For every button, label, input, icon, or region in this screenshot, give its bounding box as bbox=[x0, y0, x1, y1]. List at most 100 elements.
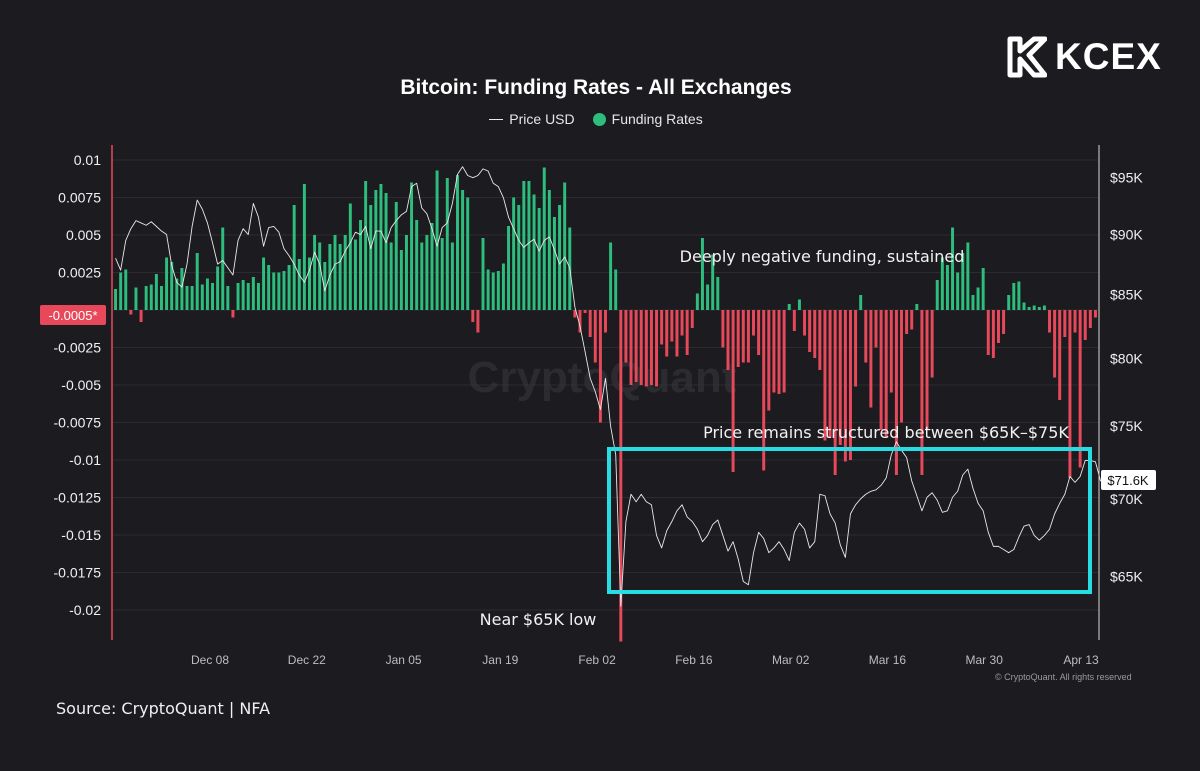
funding-rate-bar bbox=[119, 272, 123, 310]
funding-rate-bar bbox=[854, 310, 858, 387]
current-funding-badge: -0.0005* bbox=[40, 305, 106, 325]
funding-rate-bar bbox=[716, 277, 720, 310]
funding-rate-bars bbox=[114, 167, 1097, 642]
funding-rate-bar bbox=[731, 310, 735, 472]
funding-rate-bar bbox=[910, 310, 914, 330]
funding-rate-bar bbox=[752, 310, 755, 336]
funding-rate-bar bbox=[813, 310, 817, 358]
funding-rate-bar bbox=[583, 310, 587, 313]
x-tick-label: Mar 16 bbox=[869, 653, 907, 667]
funding-rate-bar bbox=[445, 178, 449, 310]
funding-rate-bar bbox=[333, 235, 337, 310]
funding-rate-bar bbox=[496, 271, 500, 310]
funding-rate-bar bbox=[736, 310, 740, 367]
legend-label-price: Price USD bbox=[509, 111, 575, 127]
funding-rate-bar bbox=[828, 310, 832, 438]
funding-rate-bar bbox=[384, 193, 388, 310]
funding-rate-bar bbox=[864, 310, 868, 363]
funding-rate-bar bbox=[404, 235, 408, 310]
funding-rate-bar bbox=[527, 181, 531, 310]
kcex-logo: KCEX bbox=[1007, 36, 1162, 78]
funding-rate-bar bbox=[803, 310, 807, 336]
funding-rate-bar bbox=[1022, 302, 1026, 310]
funding-rate-bar bbox=[517, 205, 521, 310]
funding-rate-bar bbox=[1042, 305, 1046, 310]
left-tick-label: -0.01 bbox=[69, 452, 101, 468]
legend-item-price: Price USD bbox=[489, 111, 575, 127]
x-tick-label: Dec 22 bbox=[288, 653, 326, 667]
right-tick-label: $95K bbox=[1110, 170, 1143, 186]
chart-title: Bitcoin: Funding Rates - All Exchanges bbox=[400, 76, 792, 99]
funding-rate-bar bbox=[1027, 307, 1031, 310]
funding-rate-bar bbox=[180, 268, 184, 310]
funding-rate-bar bbox=[129, 310, 133, 315]
funding-rate-bar bbox=[665, 310, 669, 357]
funding-rate-bar bbox=[644, 310, 648, 387]
funding-rate-bar bbox=[767, 310, 771, 411]
funding-rate-bar bbox=[221, 227, 225, 310]
x-tick-label: Feb 16 bbox=[675, 653, 713, 667]
funding-rate-bar bbox=[833, 310, 837, 475]
funding-rate-bar bbox=[256, 283, 260, 310]
funding-rate-bar bbox=[205, 278, 209, 310]
legend-dot-icon bbox=[592, 112, 606, 126]
funding-rate-bar bbox=[843, 310, 847, 462]
funding-rate-bar bbox=[318, 242, 322, 310]
funding-rate-bar bbox=[925, 310, 929, 430]
funding-rate-bar bbox=[1048, 310, 1051, 333]
funding-rate-bar bbox=[348, 203, 352, 310]
funding-rate-bar bbox=[1083, 310, 1087, 340]
funding-rate-bar bbox=[900, 310, 903, 423]
funding-rate-bar bbox=[981, 268, 985, 310]
funding-rate-bar bbox=[369, 205, 373, 310]
funding-rate-bar bbox=[328, 244, 332, 310]
funding-rate-bar bbox=[394, 202, 398, 310]
funding-rate-bar bbox=[1058, 310, 1062, 400]
x-tick-label: Jan 05 bbox=[386, 653, 422, 667]
left-tick-label: -0.02 bbox=[69, 602, 101, 618]
funding-rate-bar bbox=[838, 310, 842, 445]
legend-item-funding: Funding Rates bbox=[592, 111, 703, 127]
funding-rate-bar bbox=[1088, 310, 1092, 328]
funding-rate-bar bbox=[685, 310, 689, 355]
funding-rate-bar bbox=[308, 257, 311, 310]
x-tick-label: Feb 02 bbox=[578, 653, 616, 667]
funding-rate-bar bbox=[272, 272, 276, 310]
funding-rate-bar bbox=[1078, 310, 1082, 468]
funding-rate-bar bbox=[450, 242, 454, 310]
chart-axes bbox=[111, 145, 1100, 640]
copyright-note: © CryptoQuant. All rights reserved bbox=[995, 672, 1132, 682]
funding-rate-bar bbox=[481, 238, 485, 310]
funding-rate-bar bbox=[588, 310, 592, 337]
funding-rate-bar bbox=[593, 310, 597, 363]
funding-rate-bar bbox=[425, 235, 429, 310]
funding-rate-bar bbox=[930, 310, 934, 378]
funding-rate-bar bbox=[690, 310, 694, 328]
funding-rate-bar bbox=[1002, 310, 1006, 334]
funding-rate-bar bbox=[598, 310, 602, 423]
right-tick-label: $70K bbox=[1110, 491, 1143, 507]
funding-rate-bar bbox=[1017, 281, 1021, 310]
funding-rate-bar bbox=[818, 310, 822, 370]
funding-rate-bar bbox=[619, 310, 623, 642]
funding-rate-bar bbox=[501, 263, 505, 310]
funding-rate-bar bbox=[721, 310, 725, 348]
funding-rate-bar bbox=[940, 257, 944, 310]
funding-rate-bar bbox=[792, 310, 796, 331]
funding-rate-bar bbox=[808, 310, 812, 352]
legend-line-icon bbox=[489, 118, 504, 120]
funding-rate-bar bbox=[655, 310, 659, 387]
legend-label-funding: Funding Rates bbox=[611, 111, 703, 127]
funding-rate-bar bbox=[374, 190, 378, 310]
current-funding-label: -0.0005* bbox=[48, 308, 97, 323]
funding-rate-bar bbox=[353, 239, 357, 310]
watermark: CryptoQuant bbox=[468, 353, 737, 402]
funding-rate-bar bbox=[976, 287, 980, 310]
funding-rate-bar bbox=[573, 310, 577, 318]
funding-rate-bar bbox=[879, 310, 883, 430]
funding-rate-bar bbox=[951, 227, 955, 310]
funding-rate-bar bbox=[1032, 305, 1036, 310]
funding-rate-bar bbox=[797, 299, 801, 310]
funding-rate-bar bbox=[889, 310, 893, 393]
